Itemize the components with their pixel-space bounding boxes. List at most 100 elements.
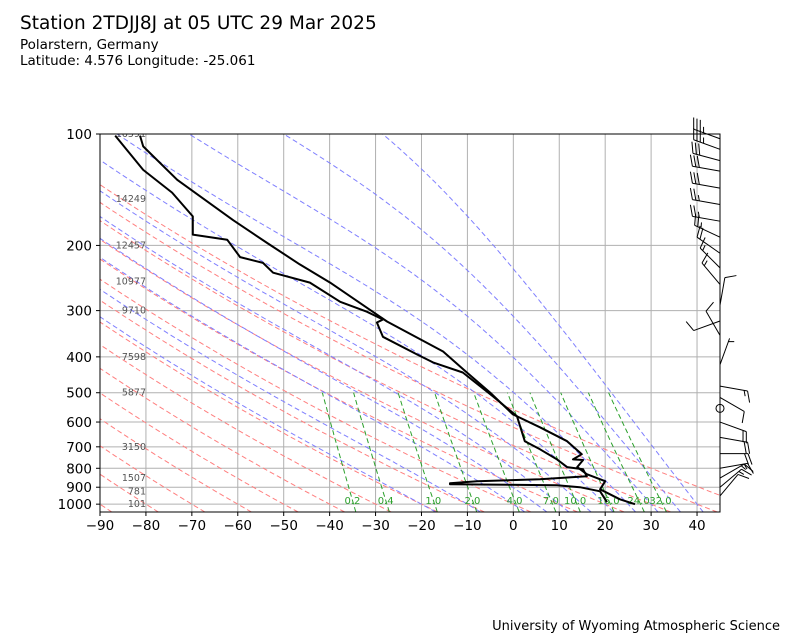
mixing-ratio-label: 24.0 bbox=[627, 496, 649, 507]
y-tick-label: 600 bbox=[66, 415, 92, 431]
x-tick-label: −20 bbox=[407, 518, 436, 534]
barb-staff bbox=[719, 474, 739, 497]
x-tick-label: −30 bbox=[361, 518, 390, 534]
barb-full bbox=[699, 227, 704, 240]
barb-half bbox=[700, 222, 702, 229]
x-tick-label: 40 bbox=[688, 518, 705, 534]
dry-adiabat bbox=[100, 473, 159, 512]
barb-staff bbox=[719, 338, 731, 365]
barb-full bbox=[685, 321, 695, 331]
mixing-ratio-label: 0.2 bbox=[344, 496, 360, 507]
height-label: 5877 bbox=[122, 388, 146, 399]
barb-half bbox=[743, 390, 746, 397]
barb-full bbox=[697, 215, 700, 227]
barb-staff bbox=[719, 397, 745, 412]
mixing-ratio-line bbox=[608, 392, 667, 512]
moist-adiabat bbox=[100, 159, 614, 512]
y-tick-label: 100 bbox=[66, 127, 92, 143]
barb-full bbox=[724, 275, 737, 279]
x-tick-label: −40 bbox=[315, 518, 344, 534]
barb-staff bbox=[693, 320, 721, 332]
wind-barb bbox=[691, 141, 721, 162]
barb-full bbox=[744, 453, 749, 465]
footer-credit: University of Wyoming Atmospheric Scienc… bbox=[492, 619, 780, 634]
mixing-ratio-label: 0.4 bbox=[378, 496, 394, 507]
barb-staff bbox=[692, 215, 721, 222]
barb-staff bbox=[719, 277, 726, 306]
chart-title: Station 2TDJJ8J at 05 UTC 29 Mar 2025 bbox=[20, 13, 377, 34]
y-tick-label: 1000 bbox=[58, 497, 92, 513]
dry-adiabat bbox=[100, 418, 252, 512]
dry-adiabat bbox=[100, 201, 718, 512]
x-tick-label: −10 bbox=[453, 518, 482, 534]
wind-barb bbox=[719, 468, 752, 488]
dry-adiabat bbox=[100, 184, 720, 496]
wind-barb bbox=[719, 385, 751, 403]
barb-staff bbox=[719, 468, 742, 488]
barb-full bbox=[696, 155, 700, 168]
barb-staff bbox=[701, 262, 721, 285]
x-tick-label: 0 bbox=[509, 518, 518, 534]
mixing-ratio-line bbox=[434, 392, 478, 512]
barb-staff bbox=[719, 436, 748, 443]
moist-adiabat bbox=[100, 190, 592, 512]
wind-barb bbox=[719, 473, 750, 497]
wind-barb bbox=[693, 117, 721, 140]
dry-adiabat bbox=[100, 238, 625, 512]
wind-barb bbox=[719, 421, 747, 444]
wind-barb bbox=[719, 436, 751, 454]
y-tick-label: 700 bbox=[66, 440, 92, 456]
mixing-ratio-label: 4.0 bbox=[507, 496, 523, 507]
x-tick-label: −90 bbox=[86, 518, 115, 534]
wind-barb bbox=[689, 187, 721, 205]
moist-adiabat bbox=[100, 256, 526, 512]
barb-full bbox=[747, 463, 754, 474]
barb-full bbox=[741, 468, 752, 476]
barb-full bbox=[694, 213, 697, 226]
y-tick-label: 200 bbox=[66, 238, 92, 254]
mixing-ratio-label: 10.0 bbox=[564, 496, 586, 507]
mixing-ratio-label: 32.0 bbox=[649, 496, 671, 507]
wind-barb bbox=[705, 301, 721, 336]
barb-staff bbox=[705, 310, 721, 336]
barb-full bbox=[693, 172, 697, 184]
mixing-ratio-label: 16.0 bbox=[597, 496, 619, 507]
height-label: 9710 bbox=[122, 306, 146, 317]
barb-full bbox=[701, 252, 709, 264]
barb-staff bbox=[693, 139, 721, 150]
dry-adiabat bbox=[100, 503, 113, 512]
barb-staff bbox=[694, 224, 721, 238]
barb-full bbox=[741, 411, 745, 424]
barb-staff bbox=[719, 385, 748, 392]
barb-full bbox=[691, 141, 694, 154]
y-tick-label: 800 bbox=[66, 461, 92, 477]
barb-staff bbox=[692, 199, 721, 205]
moist-adiabat bbox=[382, 134, 704, 512]
wind-barb bbox=[719, 275, 737, 306]
station-location: Polarstern, Germany bbox=[20, 37, 159, 53]
wind-barb bbox=[719, 463, 754, 479]
barb-full bbox=[689, 187, 693, 200]
dry-adiabat bbox=[100, 344, 392, 512]
barb-full bbox=[689, 171, 693, 184]
height-label: 781 bbox=[128, 487, 146, 498]
barb-full bbox=[737, 473, 750, 479]
barb-full bbox=[693, 188, 697, 201]
barb-full bbox=[696, 172, 700, 185]
barb-staff bbox=[692, 182, 721, 189]
y-tick-label: 300 bbox=[66, 304, 92, 320]
barb-full bbox=[689, 154, 693, 167]
dry-adiabat bbox=[100, 445, 206, 512]
barb-staff bbox=[719, 421, 747, 433]
mixing-ratio-line bbox=[397, 392, 438, 512]
x-tick-label: 30 bbox=[643, 518, 660, 534]
x-tick-label: −50 bbox=[269, 518, 298, 534]
barb-staff bbox=[692, 165, 721, 172]
wind-barb bbox=[693, 128, 721, 150]
x-tick-label: −70 bbox=[178, 518, 207, 534]
y-tick-label: 500 bbox=[66, 386, 92, 402]
x-tick-label: 20 bbox=[597, 518, 614, 534]
mixing-ratio-label: 7.0 bbox=[543, 496, 559, 507]
